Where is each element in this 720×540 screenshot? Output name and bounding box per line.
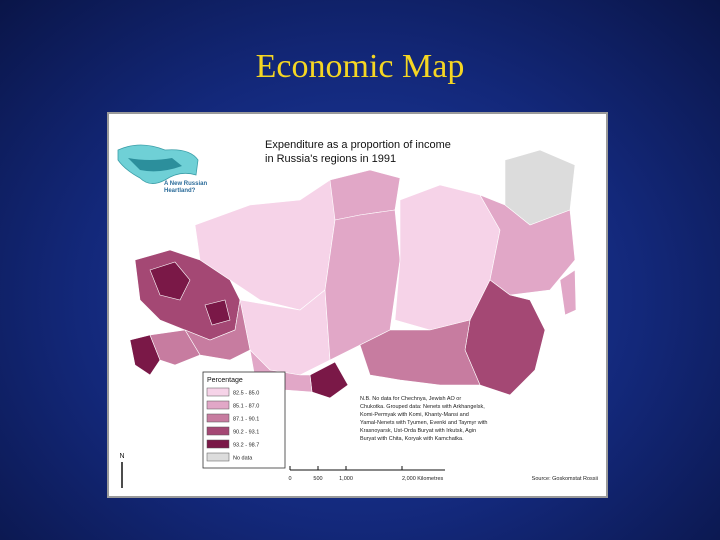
map-title: Expenditure as a proportion of income in … bbox=[265, 139, 451, 165]
legend-label: 87.1 - 90.1 bbox=[233, 417, 259, 423]
note-line: Buryat with Chita, Koryak with Kamchatka… bbox=[360, 436, 464, 442]
legend-label: 93.2 - 98.7 bbox=[233, 443, 259, 449]
source: Source: Goskomstat Rossii bbox=[532, 476, 598, 482]
inset-label: A New Russian Heartland? bbox=[164, 181, 207, 194]
inset-band bbox=[128, 158, 182, 172]
region bbox=[479, 194, 576, 296]
scale-bar bbox=[289, 466, 445, 471]
scale-label: 500 bbox=[313, 476, 322, 482]
legend-label: 85.1 - 87.0 bbox=[233, 404, 259, 410]
region bbox=[204, 299, 231, 326]
legend-swatch bbox=[206, 439, 230, 449]
note-line: Komi-Permyak with Komi, Khanty-Mansi and bbox=[360, 412, 469, 418]
legend-swatch bbox=[206, 452, 230, 462]
note-line: Chukotka. Grouped data: Nenets with Arkh… bbox=[360, 404, 485, 410]
legend-label: No data bbox=[233, 456, 253, 462]
legend-swatch bbox=[206, 400, 230, 410]
legend-swatch bbox=[206, 426, 230, 436]
scale-label: 1,000 bbox=[339, 476, 353, 482]
region bbox=[359, 319, 481, 386]
region bbox=[559, 269, 577, 316]
scale-label: 2,000 Kilometres bbox=[402, 476, 444, 482]
north-label: N bbox=[119, 453, 124, 460]
region bbox=[149, 261, 191, 301]
region bbox=[184, 299, 251, 361]
regions bbox=[129, 149, 577, 399]
note-line: Yamal-Nenets with Tyumen, Evenki and Tay… bbox=[360, 420, 487, 426]
note: N.B. No data for Chechnya, Jewish AO or C… bbox=[360, 396, 487, 442]
legend-label: 82.5 - 85.0 bbox=[233, 391, 259, 397]
legend-swatch bbox=[206, 387, 230, 397]
note-line: N.B. No data for Chechnya, Jewish AO or bbox=[360, 396, 461, 402]
slide-title: Economic Map bbox=[255, 48, 465, 85]
legend-swatch bbox=[206, 413, 230, 423]
note-line: Krasnoyarsk, Ust-Orda Buryat with Irkuts… bbox=[360, 428, 476, 434]
legend-items: 82.5 - 85.0 85.1 - 87.0 87.1 - 90.1 90.2 - … bbox=[206, 387, 259, 462]
scale-label: 0 bbox=[288, 476, 291, 482]
legend-title: Percentage bbox=[207, 377, 243, 384]
region bbox=[129, 334, 161, 376]
region bbox=[149, 329, 201, 366]
legend-label: 90.2 - 93.1 bbox=[233, 430, 259, 436]
